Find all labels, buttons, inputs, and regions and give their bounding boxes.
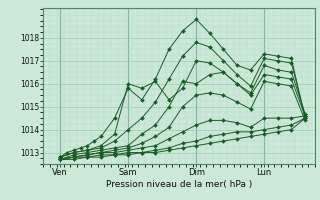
- X-axis label: Pression niveau de la mer( hPa ): Pression niveau de la mer( hPa ): [106, 180, 252, 189]
